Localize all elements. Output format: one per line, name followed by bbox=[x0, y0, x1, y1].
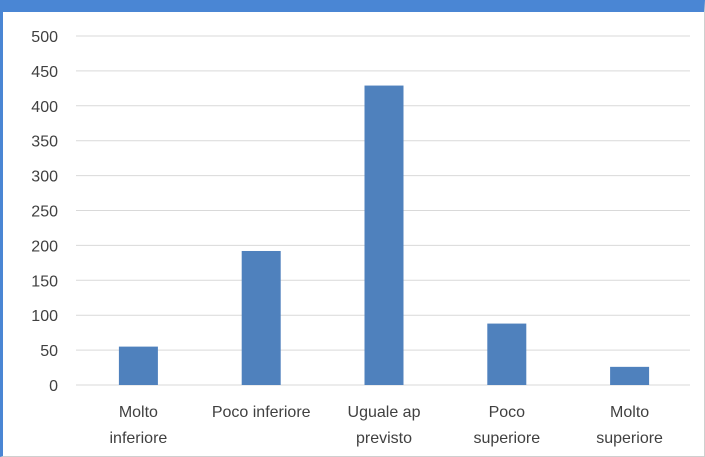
y-tick-label: 0 bbox=[49, 378, 58, 395]
y-tick-label: 300 bbox=[31, 169, 58, 186]
y-tick-label: 400 bbox=[31, 99, 58, 116]
x-tick-label: Uguale ap previsto bbox=[348, 404, 421, 447]
y-tick-label: 250 bbox=[31, 204, 58, 221]
y-tick-label: 350 bbox=[31, 134, 58, 151]
x-tick-label: Molto inferiore bbox=[109, 404, 167, 447]
y-axis-ticks: 0 50 100 150 200 250 300 350 400 450 500 bbox=[31, 29, 58, 395]
x-tick-label: Poco inferiore bbox=[212, 404, 311, 421]
bar bbox=[241, 250, 281, 385]
x-tick-label: Poco superiore bbox=[473, 404, 540, 447]
y-tick-label: 450 bbox=[31, 64, 58, 81]
bar bbox=[487, 323, 527, 385]
y-tick-label: 50 bbox=[40, 343, 58, 360]
y-tick-label: 100 bbox=[31, 308, 58, 325]
x-tick-label: Molto superiore bbox=[596, 404, 663, 447]
bars bbox=[118, 85, 650, 386]
bar bbox=[610, 366, 650, 385]
y-tick-label: 150 bbox=[31, 273, 58, 290]
bar bbox=[118, 346, 158, 385]
x-axis-labels: Molto inferiore Poco inferiore Uguale ap pre… bbox=[109, 404, 663, 447]
y-tick-label: 200 bbox=[31, 238, 58, 255]
y-tick-label: 500 bbox=[31, 29, 58, 46]
bar bbox=[364, 85, 404, 386]
